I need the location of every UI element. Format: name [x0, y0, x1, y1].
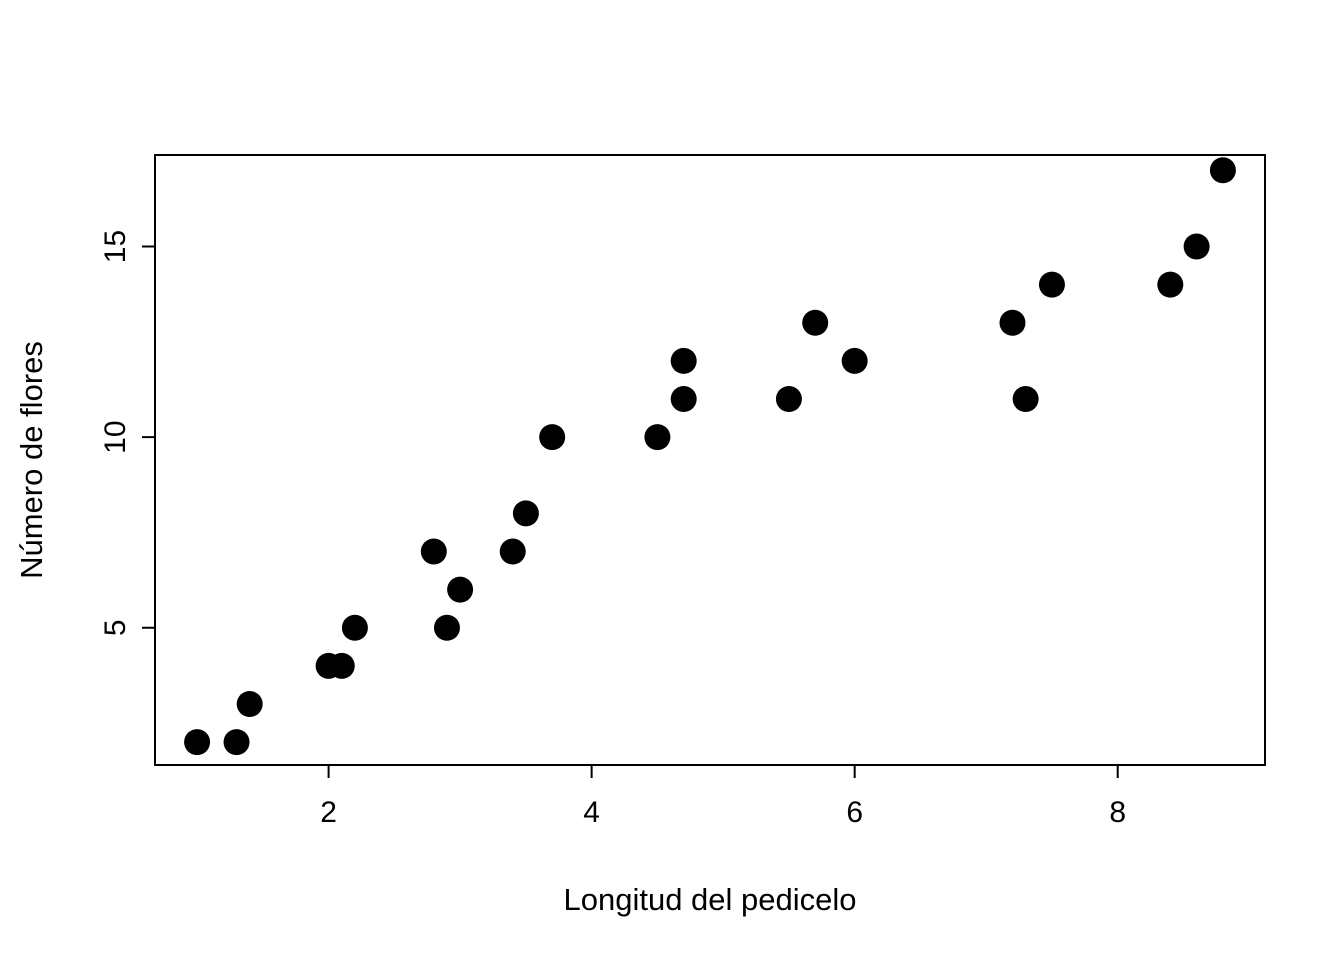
y-tick-label: 15 — [99, 230, 132, 263]
data-point — [1038, 271, 1065, 298]
data-point — [539, 424, 566, 451]
y-axis-label: Número de flores — [14, 341, 49, 579]
x-axis-label: Longitud del pedicelo — [563, 882, 857, 917]
data-point — [184, 729, 211, 756]
data-point — [644, 424, 671, 451]
data-point — [447, 576, 474, 603]
data-point — [1012, 386, 1039, 412]
data-point — [512, 500, 539, 527]
data-point — [328, 652, 355, 679]
plot-box — [154, 154, 1266, 766]
data-point — [433, 614, 460, 641]
x-tick-label: 6 — [846, 796, 863, 829]
data-point — [236, 691, 263, 717]
y-tick-label: 5 — [99, 619, 132, 636]
data-point — [499, 538, 526, 565]
data-point — [999, 309, 1026, 336]
data-point — [670, 347, 697, 374]
x-tick-label: 8 — [1109, 796, 1126, 829]
data-point — [1209, 157, 1236, 184]
data-point — [1157, 271, 1184, 298]
data-point — [223, 729, 250, 756]
y-tick-label: 10 — [99, 420, 132, 453]
data-point — [670, 386, 697, 412]
data-point — [1183, 233, 1210, 260]
data-point — [802, 309, 829, 336]
data-point — [341, 614, 368, 641]
data-point — [420, 538, 447, 565]
x-tick-label: 4 — [583, 796, 600, 829]
x-tick-label: 2 — [320, 796, 337, 829]
data-point — [775, 386, 802, 412]
data-point — [841, 347, 868, 374]
